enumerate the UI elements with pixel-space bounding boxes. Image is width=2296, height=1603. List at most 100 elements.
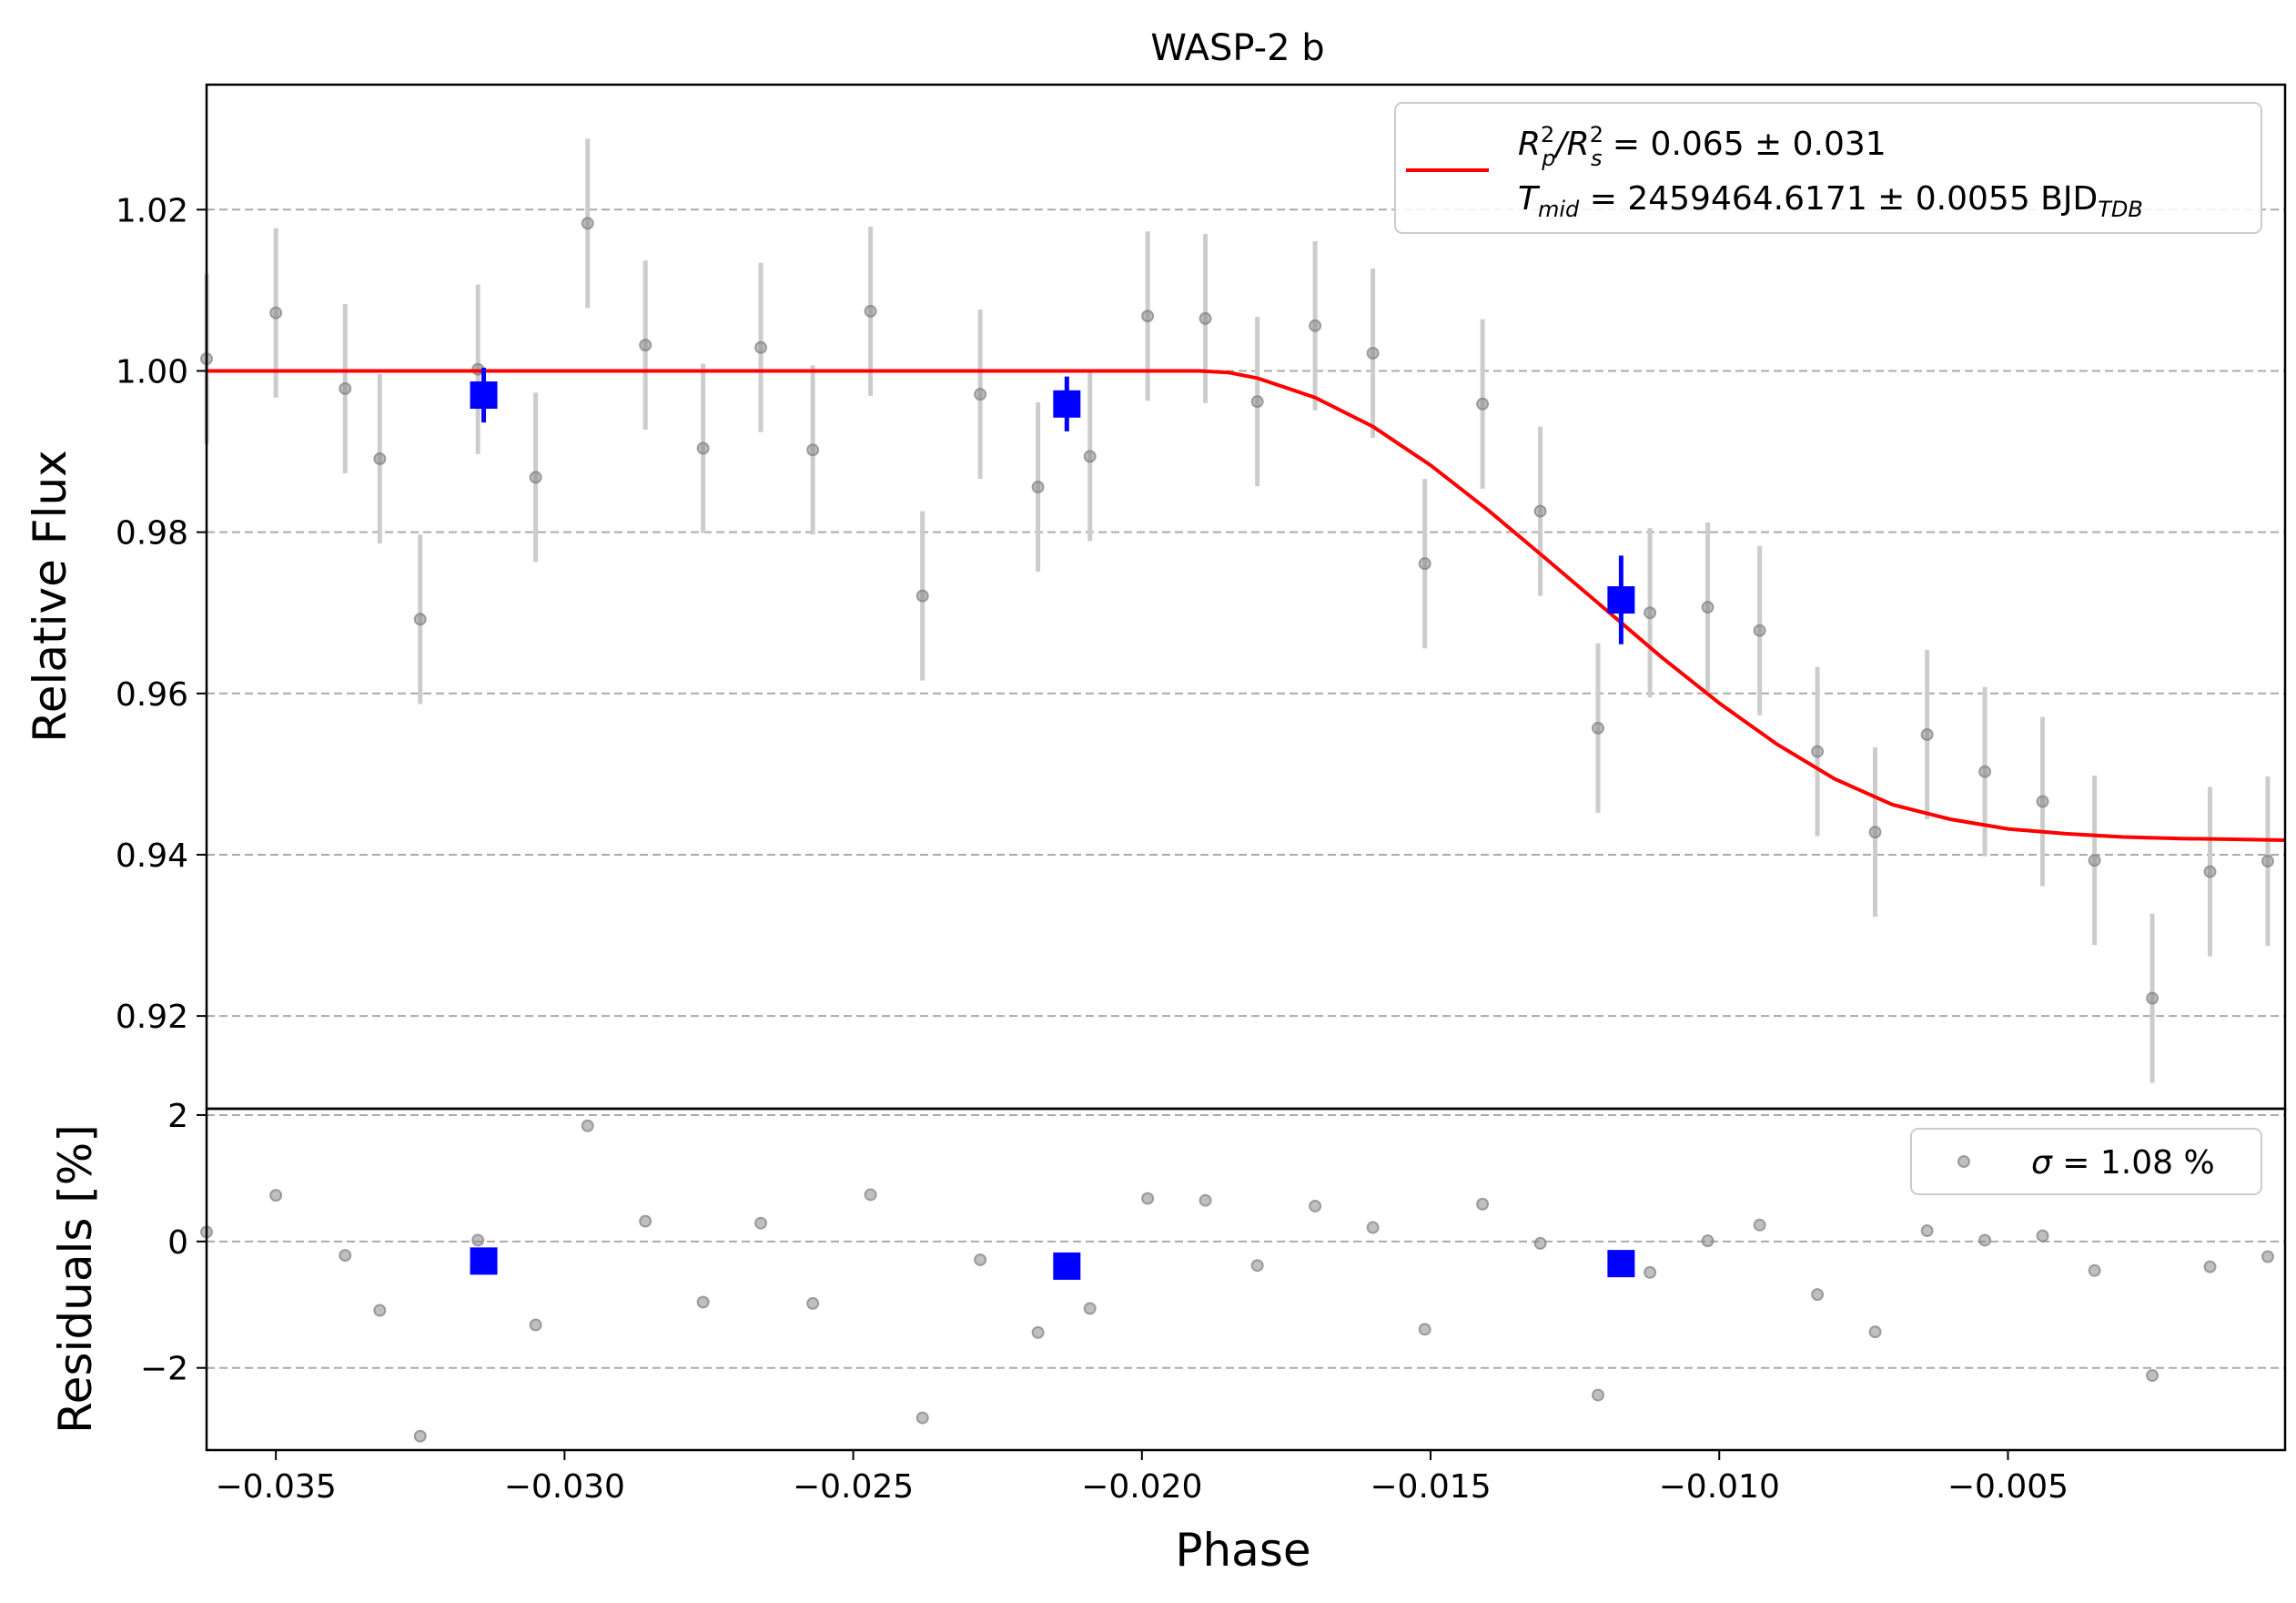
- top-data-point-32: [1978, 765, 1992, 778]
- top-data-point-34: [2088, 854, 2101, 867]
- bottom-residual-point-11: [806, 1296, 820, 1310]
- bottom-residual-point-25: [1592, 1388, 1605, 1402]
- bottom-legend: σ = 1.08 %: [1910, 1128, 2262, 1195]
- bottom-binned-residuals: [470, 1247, 1635, 1280]
- bottom-gridlines: [207, 1113, 2285, 1369]
- bottom-residual-point-1: [269, 1189, 283, 1202]
- bottom-y-axis-label: Residuals [%]: [49, 1124, 102, 1434]
- top-y-tick-label-1: 0.94: [116, 837, 188, 875]
- top-data-point-37: [2261, 855, 2274, 868]
- bottom-residual-point-12: [864, 1188, 877, 1202]
- x-tick-label-5: −0.010: [1659, 1468, 1780, 1506]
- x-axis-ticks: −0.035 −0.030 −0.025 −0.020 −0.015 −0.010 −0.0…: [216, 1450, 2068, 1506]
- top-data-point-21: [1366, 346, 1380, 360]
- top-data-point-26: [1644, 606, 1657, 620]
- top-binned-point-2: [1607, 586, 1635, 614]
- bottom-residual-point-8: [639, 1214, 652, 1228]
- top-data-point-4: [413, 613, 427, 626]
- bottom-residual-point-19: [1250, 1259, 1264, 1273]
- top-data-point-14: [974, 388, 987, 401]
- top-data-point-1: [269, 306, 283, 320]
- legend-sigma-text: σ = 1.08 %: [2031, 1144, 2215, 1182]
- top-data-point-6: [529, 471, 542, 484]
- x-tick-label-2: −0.025: [793, 1468, 914, 1506]
- top-data-points: [200, 217, 2274, 1005]
- bottom-residual-point-28: [1753, 1218, 1766, 1232]
- bottom-residual-point-20: [1309, 1199, 1322, 1212]
- bottom-y-tick-label-0: −2: [140, 1351, 188, 1388]
- top-data-point-22: [1418, 557, 1431, 571]
- bottom-residual-point-10: [754, 1216, 768, 1230]
- bottom-residual-point-21: [1366, 1221, 1380, 1234]
- bottom-residual-point-35: [2146, 1369, 2159, 1383]
- transit-model-curve: [207, 369, 2286, 842]
- top-data-point-18: [1199, 311, 1212, 325]
- transit-panel: 0.92 0.94 0.96 0.98 1.00 1.02 Relative Flux R…: [24, 83, 2287, 1111]
- top-binned-point-0: [470, 381, 498, 410]
- top-data-point-35: [2146, 991, 2159, 1005]
- bottom-residual-point-13: [915, 1411, 929, 1425]
- bottom-residual-point-18: [1199, 1193, 1212, 1207]
- top-data-point-16: [1083, 450, 1097, 463]
- top-data-point-36: [2203, 865, 2217, 878]
- top-data-point-7: [581, 217, 594, 230]
- x-tick-label-4: −0.015: [1370, 1468, 1491, 1506]
- top-data-point-30: [1868, 826, 1882, 839]
- top-data-point-23: [1476, 397, 1490, 411]
- bottom-binned-residual-1: [1053, 1252, 1081, 1280]
- top-data-point-28: [1753, 624, 1766, 637]
- bottom-y-tick-label-1: 0: [167, 1224, 188, 1262]
- top-legend: R2 p/R2 s = 0.065 ± 0.031 Tmid = 2459464.6…: [1394, 102, 2262, 234]
- x-axis-label: Phase: [1175, 1524, 1310, 1577]
- top-data-point-33: [2036, 795, 2049, 808]
- top-y-ticks: 0.92 0.94 0.96 0.98 1.00 1.02: [116, 192, 207, 1036]
- top-data-point-10: [754, 340, 768, 354]
- x-tick-label-0: −0.035: [216, 1468, 337, 1506]
- bottom-residual-point-3: [373, 1304, 387, 1317]
- bottom-y-tick-label-2: 2: [167, 1098, 188, 1135]
- top-error-bars: [204, 138, 2271, 1083]
- legend-tmid-text: Tmid = 2459464.6171 ± 0.0055 BJDTDB: [1518, 180, 2143, 222]
- top-y-axis-label: Relative Flux: [24, 450, 76, 742]
- bottom-residual-point-5: [471, 1233, 485, 1247]
- bottom-residual-point-26: [1644, 1265, 1657, 1279]
- top-gridlines: [207, 208, 2285, 1018]
- x-tick-label-6: −0.005: [1947, 1468, 2068, 1506]
- bottom-residual-point-29: [1811, 1288, 1825, 1302]
- bottom-residual-point-32: [1978, 1233, 1992, 1247]
- top-data-point-15: [1031, 481, 1045, 494]
- top-data-point-12: [864, 304, 877, 318]
- bottom-residual-point-27: [1701, 1234, 1714, 1248]
- bottom-residual-point-9: [696, 1295, 710, 1309]
- bottom-residual-point-4: [413, 1429, 427, 1443]
- top-legend-box: [1394, 102, 2262, 234]
- bottom-residual-points: [200, 1119, 2274, 1443]
- top-y-tick-label-0: 0.92: [116, 999, 188, 1036]
- bottom-residual-point-17: [1141, 1192, 1155, 1205]
- bottom-legend-box: [1910, 1128, 2262, 1195]
- bottom-panel-frame: [205, 1107, 2287, 1452]
- top-data-point-9: [696, 441, 710, 455]
- top-data-point-3: [373, 452, 387, 466]
- legend-residual-swatch: [1957, 1155, 1970, 1168]
- chart-title: WASP-2 b: [1150, 27, 1324, 69]
- legend-rp-rs-text: R2 p/R2 s = 0.065 ± 0.031: [1518, 122, 1886, 171]
- top-y-tick-label-2: 0.96: [116, 676, 188, 714]
- top-binned-points: [470, 367, 1635, 644]
- bottom-residual-point-2: [339, 1249, 352, 1263]
- bottom-residual-point-7: [581, 1119, 594, 1132]
- bottom-residual-point-30: [1868, 1325, 1882, 1339]
- top-data-point-8: [639, 339, 652, 352]
- top-data-point-31: [1920, 727, 1934, 741]
- bottom-residual-point-24: [1533, 1236, 1547, 1250]
- bottom-residual-point-33: [2036, 1229, 2049, 1243]
- bottom-residual-point-22: [1418, 1323, 1431, 1336]
- bottom-residual-point-37: [2261, 1250, 2274, 1263]
- top-data-point-2: [339, 381, 352, 395]
- bottom-residual-point-14: [974, 1253, 987, 1266]
- top-y-tick-label-4: 1.00: [116, 353, 188, 391]
- bottom-y-ticks: −2 0 2: [140, 1098, 207, 1388]
- top-data-point-19: [1250, 395, 1264, 409]
- bottom-residual-point-16: [1083, 1302, 1097, 1315]
